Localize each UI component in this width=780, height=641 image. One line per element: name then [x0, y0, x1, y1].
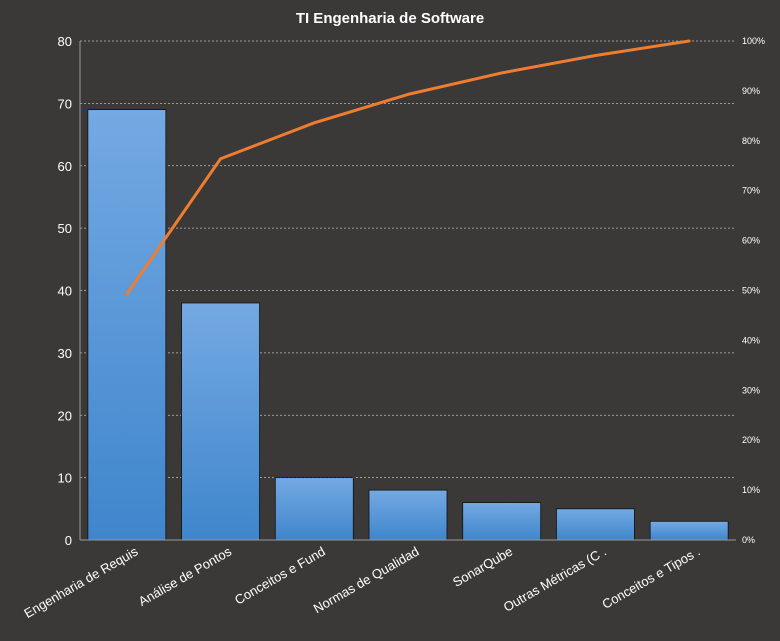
y-tick-label: 20 — [58, 408, 72, 423]
x-tick-label: Outras Métricas (C . — [501, 544, 609, 615]
y-tick-label: 60 — [58, 159, 72, 174]
bar — [649, 520, 729, 541]
y-tick-label: 40 — [58, 284, 72, 299]
x-tick-label: Engenharia de Requis — [21, 543, 140, 621]
line-point — [688, 40, 690, 42]
cumulative-line — [125, 39, 691, 296]
y-tick-label: 10 — [58, 471, 72, 486]
y-tick-label: 70 — [58, 96, 72, 111]
chart-title: TI Engenharia de Software — [296, 10, 484, 27]
line-point — [594, 54, 596, 56]
y2-tick-label: 0% — [742, 535, 755, 545]
bar — [462, 502, 542, 541]
line-point — [126, 293, 128, 295]
x-tick-label: Análise de Pontos — [136, 543, 235, 609]
bars — [87, 109, 729, 541]
x-tick-label: SonarQube — [450, 544, 515, 590]
y-tick-label: 50 — [58, 221, 72, 236]
y2-tick-label: 20% — [742, 435, 760, 445]
line-point — [313, 122, 315, 124]
y2-tick-label: 90% — [742, 86, 760, 96]
cumulative-line-path — [125, 39, 691, 296]
y2-tick-label: 40% — [742, 335, 760, 345]
y-tick-label: 0 — [65, 533, 72, 548]
bar — [368, 489, 448, 541]
x-tick-label: Conceitos e Tipos . — [599, 544, 702, 612]
gridlines — [80, 40, 736, 479]
y-axis-secondary: 0% 10% 20% 30% 40% 50% 60% 70% 80% 90% 100% — [742, 36, 765, 545]
y-tick-label: 80 — [58, 34, 72, 49]
x-tick-label: Conceitos e Fund — [232, 544, 328, 608]
y2-tick-label: 60% — [742, 236, 760, 246]
bar — [181, 302, 260, 541]
line-point — [501, 72, 503, 74]
y2-tick-label: 30% — [742, 385, 760, 395]
y2-tick-label: 100% — [742, 36, 765, 46]
y-axis-primary: 0 10 20 30 40 50 60 70 80 — [58, 34, 81, 548]
bar — [87, 109, 167, 541]
line-point — [407, 93, 409, 95]
y-tick-label: 30 — [58, 346, 72, 361]
x-tick-label: Normas de Qualidad — [311, 544, 422, 617]
bar — [556, 508, 635, 541]
y2-tick-label: 50% — [742, 286, 760, 296]
bar — [274, 477, 354, 541]
y2-tick-label: 10% — [742, 485, 760, 495]
y2-tick-label: 70% — [742, 186, 760, 196]
line-point — [220, 158, 222, 160]
y2-tick-label: 80% — [742, 136, 760, 146]
